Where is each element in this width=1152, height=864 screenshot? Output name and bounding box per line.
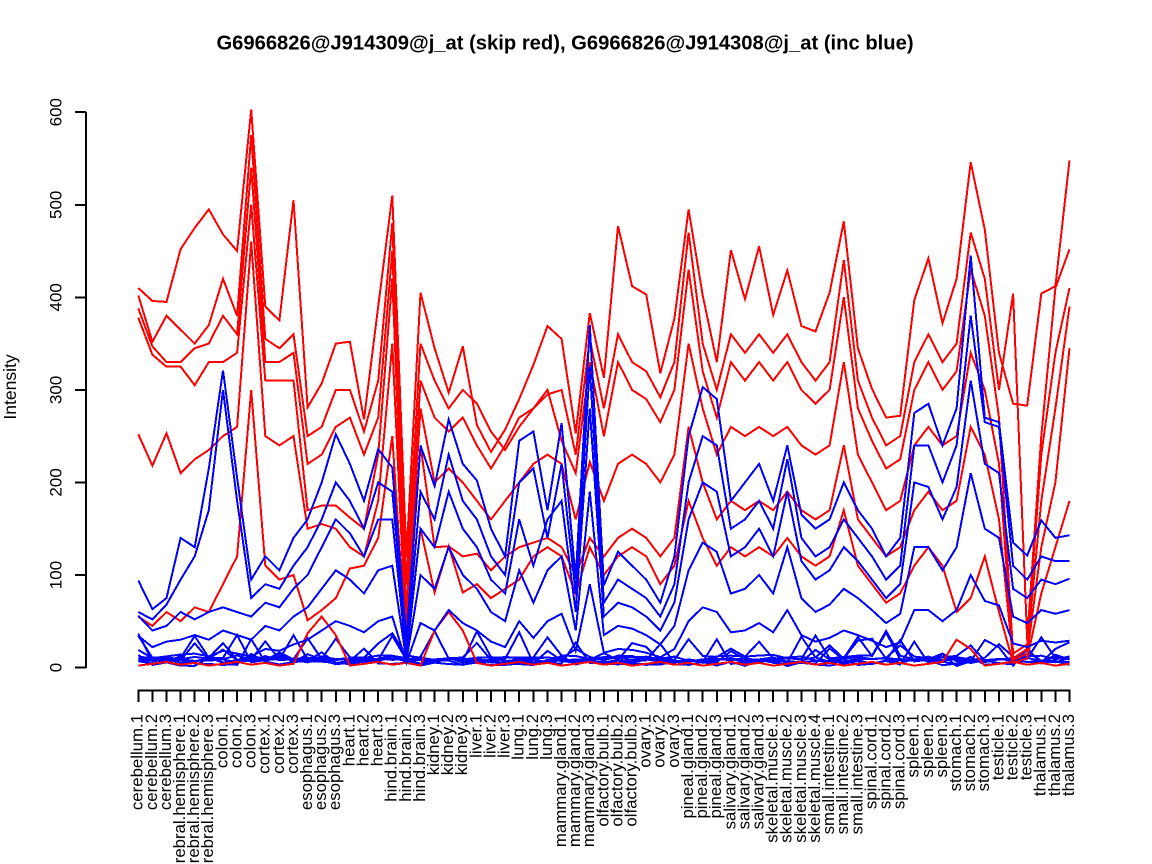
svg-text:cerebellum.1: cerebellum.1	[128, 714, 147, 810]
svg-text:ovary.2: ovary.2	[650, 714, 669, 768]
svg-text:colon.3: colon.3	[241, 714, 260, 768]
svg-text:salivary.gland.1: salivary.gland.1	[720, 714, 739, 829]
svg-text:testicle.1: testicle.1	[988, 714, 1007, 780]
svg-text:cerebellum.2: cerebellum.2	[142, 714, 161, 810]
svg-text:cortex.1: cortex.1	[255, 714, 274, 774]
svg-text:ovary.1: ovary.1	[636, 714, 655, 768]
svg-text:lung.1: lung.1	[509, 714, 528, 760]
svg-text:olfactory.bulb.1: olfactory.bulb.1	[593, 714, 612, 827]
svg-text:spinal.cord.3: spinal.cord.3	[890, 714, 909, 809]
svg-text:kidney.2: kidney.2	[438, 714, 457, 775]
svg-text:cerebral.hemisphere.3: cerebral.hemisphere.3	[198, 714, 217, 864]
svg-text:heart.3: heart.3	[368, 714, 387, 766]
svg-text:cerebellum.3: cerebellum.3	[156, 714, 175, 810]
svg-text:pineal.gland.1: pineal.gland.1	[678, 714, 697, 819]
svg-text:cerebral.hemisphere.2: cerebral.hemisphere.2	[184, 714, 203, 864]
svg-text:hind.brain.1: hind.brain.1	[382, 714, 401, 802]
svg-text:esophagus.2: esophagus.2	[311, 714, 330, 810]
svg-text:kidney.1: kidney.1	[424, 714, 443, 775]
svg-text:500: 500	[46, 191, 65, 219]
svg-text:testicle.2: testicle.2	[1003, 714, 1022, 780]
svg-text:small.intestine.3: small.intestine.3	[847, 714, 866, 834]
svg-text:heart.1: heart.1	[339, 714, 358, 766]
svg-text:hind.brain.2: hind.brain.2	[396, 714, 415, 802]
svg-text:mammary.gland.2: mammary.gland.2	[565, 714, 584, 847]
svg-text:Intensity: Intensity	[0, 354, 20, 419]
svg-text:300: 300	[46, 376, 65, 404]
svg-text:olfactory.bulb.2: olfactory.bulb.2	[607, 714, 626, 827]
svg-text:salivary.gland.3: salivary.gland.3	[749, 714, 768, 829]
svg-text:spleen.2: spleen.2	[918, 714, 937, 777]
svg-text:esophagus.1: esophagus.1	[297, 714, 316, 810]
svg-text:lung.2: lung.2	[523, 714, 542, 760]
svg-text:skeletal.muscle.3: skeletal.muscle.3	[791, 714, 810, 843]
svg-text:cortex.2: cortex.2	[269, 714, 288, 774]
svg-text:skeletal.muscle.4: skeletal.muscle.4	[805, 714, 824, 843]
svg-text:mammary.gland.1: mammary.gland.1	[551, 714, 570, 847]
svg-text:small.intestine.1: small.intestine.1	[819, 714, 838, 834]
svg-text:liver.3: liver.3	[495, 714, 514, 758]
svg-text:olfactory.bulb.3: olfactory.bulb.3	[622, 714, 641, 827]
svg-text:skeletal.muscle.2: skeletal.muscle.2	[777, 714, 796, 843]
svg-text:ovary.3: ovary.3	[664, 714, 683, 768]
svg-text:colon.2: colon.2	[227, 714, 246, 768]
svg-text:pineal.gland.3: pineal.gland.3	[706, 714, 725, 819]
svg-text:0: 0	[46, 663, 65, 672]
svg-text:200: 200	[46, 468, 65, 496]
svg-text:spinal.cord.1: spinal.cord.1	[861, 714, 880, 809]
svg-text:stomach.3: stomach.3	[974, 714, 993, 791]
svg-text:esophagus.3: esophagus.3	[325, 714, 344, 810]
svg-text:mammary.gland.3: mammary.gland.3	[579, 714, 598, 847]
svg-text:100: 100	[46, 561, 65, 589]
svg-text:600: 600	[46, 98, 65, 126]
svg-text:kidney.3: kidney.3	[452, 714, 471, 775]
svg-text:small.intestine.2: small.intestine.2	[833, 714, 852, 834]
svg-text:pineal.gland.2: pineal.gland.2	[692, 714, 711, 819]
svg-text:colon.1: colon.1	[212, 714, 231, 768]
svg-text:heart.2: heart.2	[353, 714, 372, 766]
svg-text:stomach.2: stomach.2	[960, 714, 979, 791]
svg-text:thalamus.3: thalamus.3	[1059, 714, 1078, 796]
svg-text:spleen.1: spleen.1	[904, 714, 923, 777]
svg-text:cortex.3: cortex.3	[283, 714, 302, 774]
svg-text:cerebral.hemisphere.1: cerebral.hemisphere.1	[170, 714, 189, 864]
svg-text:thalamus.2: thalamus.2	[1045, 714, 1064, 796]
svg-text:spinal.cord.2: spinal.cord.2	[876, 714, 895, 809]
svg-text:liver.1: liver.1	[466, 714, 485, 758]
svg-text:spleen.3: spleen.3	[932, 714, 951, 777]
svg-text:testicle.3: testicle.3	[1017, 714, 1036, 780]
svg-text:liver.2: liver.2	[480, 714, 499, 758]
svg-text:hind.brain.3: hind.brain.3	[410, 714, 429, 802]
svg-text:skeletal.muscle.1: skeletal.muscle.1	[763, 714, 782, 843]
svg-text:lung.3: lung.3	[537, 714, 556, 760]
svg-text:thalamus.1: thalamus.1	[1031, 714, 1050, 796]
svg-text:stomach.1: stomach.1	[946, 714, 965, 791]
svg-text:400: 400	[46, 283, 65, 311]
svg-text:G6966826@J914309@j_at (skip re: G6966826@J914309@j_at (skip red), G69668…	[216, 33, 913, 55]
svg-text:salivary.gland.2: salivary.gland.2	[734, 714, 753, 829]
